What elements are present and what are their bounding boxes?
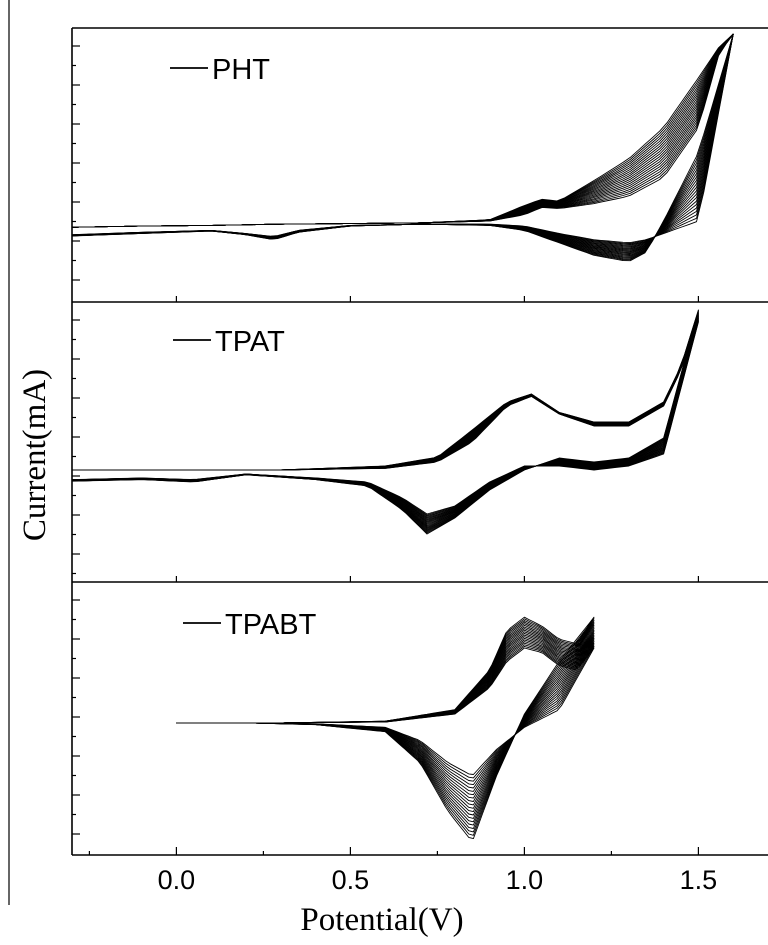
x-tick-label: 1.0 — [506, 865, 544, 895]
cv-scan-pht — [71, 33, 734, 244]
cv-scan-pht — [71, 33, 734, 244]
cv-scan-tpat — [71, 318, 699, 520]
cv-scan-pht — [71, 33, 734, 253]
x-tick-label: 1.5 — [680, 865, 718, 895]
cv-scan-pht — [71, 33, 734, 246]
axis-ticks — [72, 45, 700, 855]
legend-label-pht: PHT — [212, 54, 270, 86]
cv-scan-tpat — [71, 320, 699, 517]
x-axis-title: Potential(V) — [300, 902, 463, 938]
cv-scan-pht — [71, 33, 734, 262]
cv-scan-pht — [71, 33, 734, 252]
cv-scan-pht — [71, 33, 734, 250]
cv-scan-tpabt — [176, 623, 595, 826]
cv-scan-tpabt — [176, 621, 595, 829]
y-axis-title: Current(mA) — [17, 369, 53, 541]
cv-scan-pht — [71, 33, 734, 248]
cv-scan-tpat — [71, 320, 699, 516]
cv-scan-tpat — [71, 319, 699, 519]
cv-scan-pht — [71, 33, 734, 245]
x-tick-label: 0.0 — [158, 865, 196, 895]
cv-scan-pht — [71, 33, 734, 254]
cv-scan-pht — [71, 33, 734, 249]
cv-scan-tpat — [71, 309, 699, 535]
legend-label-tpat: TPAT — [215, 326, 285, 358]
legend-label-tpabt: TPABT — [225, 609, 317, 641]
x-tick-label: 0.5 — [332, 865, 370, 895]
legend-pht: PHT — [170, 54, 270, 86]
x-tick-labels: 0.0 0.5 1.0 1.5 — [158, 865, 718, 895]
cv-scan-tpat — [71, 319, 699, 518]
cv-scan-pht — [71, 33, 734, 247]
cv-scan-tpat — [71, 321, 699, 515]
legend-tpabt: TPABT — [183, 609, 317, 641]
cv-curves — [71, 33, 734, 840]
legend-tpat: TPAT — [173, 326, 285, 358]
cv-scan-tpabt — [176, 620, 595, 833]
cv-scan-tpat — [71, 313, 699, 528]
cv-scan-pht — [71, 33, 734, 251]
cv-scan-tpabt — [176, 616, 595, 840]
